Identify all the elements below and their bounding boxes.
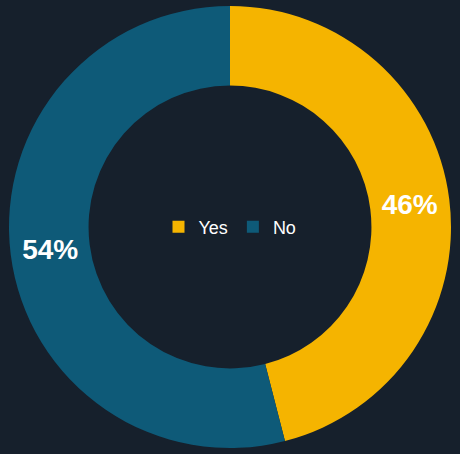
svg-text:No: No: [273, 218, 296, 238]
svg-text:Yes: Yes: [199, 218, 228, 238]
svg-text:54%: 54%: [22, 234, 78, 265]
svg-text:46%: 46%: [382, 189, 438, 220]
